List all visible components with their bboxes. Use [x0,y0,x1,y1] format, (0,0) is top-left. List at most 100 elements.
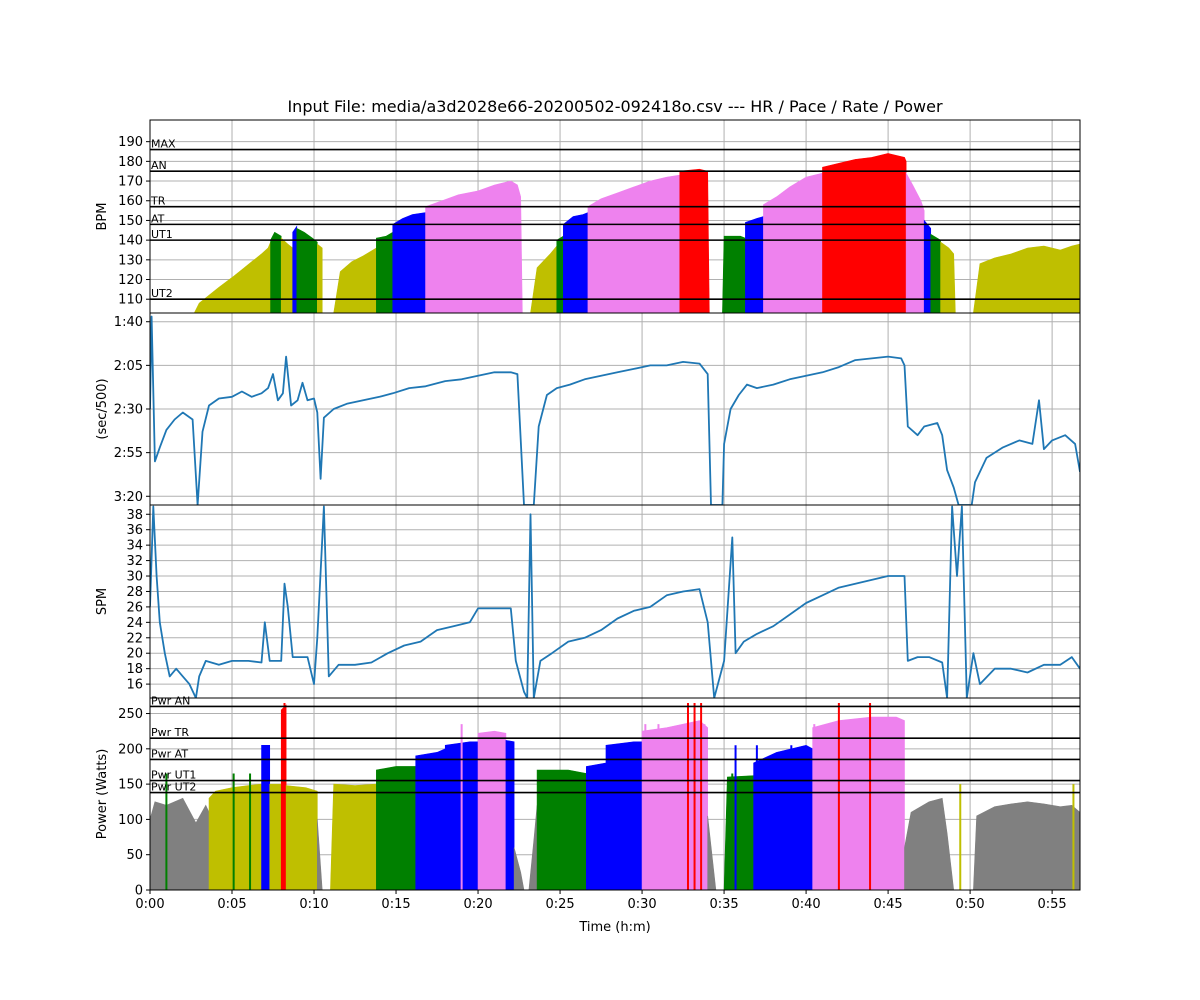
zone-label: UT2 [151,287,173,300]
y-tick-label: 26 [126,600,143,615]
area-UT1 [376,231,394,313]
area-AT [753,744,813,890]
x-axis-label: Time (h:m) [578,920,650,935]
area-AT [292,225,298,313]
area-UT2 [940,241,956,313]
y-tick-label: 18 [126,662,143,677]
plot-area [150,702,1080,890]
x-tick-label: 0:05 [217,897,246,912]
zone-label: Pwr TR [151,726,189,739]
x-tick-label: 0:15 [381,897,410,912]
y-tick-label: 150 [118,214,143,229]
chart-title: Input File: media/a3d2028e66-20200502-09… [287,97,943,116]
y-tick-label: 24 [126,616,143,631]
area-rest [150,797,210,890]
area-rest [317,819,323,890]
x-tick-label: 0:25 [545,897,574,912]
y-tick-label: 120 [118,273,143,288]
y-tick-label: 160 [118,194,143,209]
x-tick-label: 0:00 [135,897,164,912]
area-AT [563,212,589,313]
area-TR [425,180,523,313]
area-AT [392,212,426,313]
pace-panel: 1:40 2:05 2:30 2:55 3:20 (sec/500) [95,312,1081,506]
area-AT [505,739,515,890]
area-UT2 [269,783,282,890]
y-tick-label: 38 [126,508,143,523]
area-AT [923,219,932,313]
y-tick-label: 200 [118,742,143,757]
zone-label: Pwr AT [151,747,188,760]
area-UT2 [333,247,377,313]
area-TR [763,172,823,313]
y-tick-label: 32 [126,554,143,569]
area-AN [822,153,907,313]
y-tick-label: 140 [118,234,143,249]
y-tick-label: 50 [126,848,143,863]
y-axis-label: Power (Watts) [95,749,110,840]
series-line [150,315,1080,505]
area-UT2 [530,245,558,313]
y-axis-label: BPM [95,203,110,231]
heart-rate-panel: MAX AN TR AT UT1 UT2 110 120 130 140 150 160 170 180 1… [95,119,1081,314]
area-AT [585,762,607,890]
y-tick-label: 28 [126,585,143,600]
area-TR [641,720,708,890]
x-tick-label: 0:40 [791,897,820,912]
area-UT1 [722,235,746,313]
zone-label: Pwr AN [151,694,190,707]
panels: MAXANTRATUT1UT21101201301401501601701801… [95,119,1081,935]
x-tick-label: 0:20 [463,897,492,912]
y-tick-label: 22 [126,631,143,646]
area-TR [477,730,507,890]
area-rest [707,815,717,890]
x-tick-label: 0:35 [709,897,738,912]
area-UT2 [285,785,318,890]
area-UT1 [930,233,941,313]
zone-label: AN [151,159,167,172]
y-tick-label: 170 [118,175,143,190]
area-UT2 [208,783,262,890]
area-AT [605,741,643,890]
y-tick-label: 16 [126,678,143,693]
area-UT1 [536,769,587,890]
plot-area [150,315,1080,505]
zone-label: Pwr UT1 [151,769,196,782]
grid [149,505,1080,698]
zone-label: MAX [151,138,176,151]
y-tick-label: 30 [126,570,143,585]
area-TR [587,174,681,313]
area-AN [679,168,710,313]
plot-area [150,505,1080,698]
y-tick-label: 110 [118,293,143,308]
y-tick-label: 2:55 [114,446,143,461]
area-UT1 [556,235,564,313]
y-tick-label: 3:20 [114,490,143,505]
y-tick-label: 1:40 [114,315,143,330]
area-UT2 [280,237,293,313]
y-tick-label: 0 [135,884,143,899]
zone-label: TR [150,195,166,208]
y-tick-label: 36 [126,523,143,538]
y-tick-label: 2:05 [114,359,143,374]
panel-frame [149,697,1081,891]
area-UT1 [270,231,282,313]
x-tick-label: 0:30 [627,897,656,912]
area-UT2 [330,783,377,890]
x-tick-label: 0:55 [1038,897,1067,912]
area-TR [905,172,925,313]
y-tick-label: 100 [118,813,143,828]
area-rest [973,801,1080,890]
area-UT2 [317,243,323,313]
y-tick-label: 250 [118,707,143,722]
area-rest [528,805,538,890]
area-UT2 [973,243,1080,313]
y-tick-label: 130 [118,253,143,268]
area-UT1 [376,766,417,890]
y-tick-label: 2:30 [114,403,143,418]
y-tick-label: 20 [126,647,143,662]
y-tick-label: 180 [118,155,143,170]
